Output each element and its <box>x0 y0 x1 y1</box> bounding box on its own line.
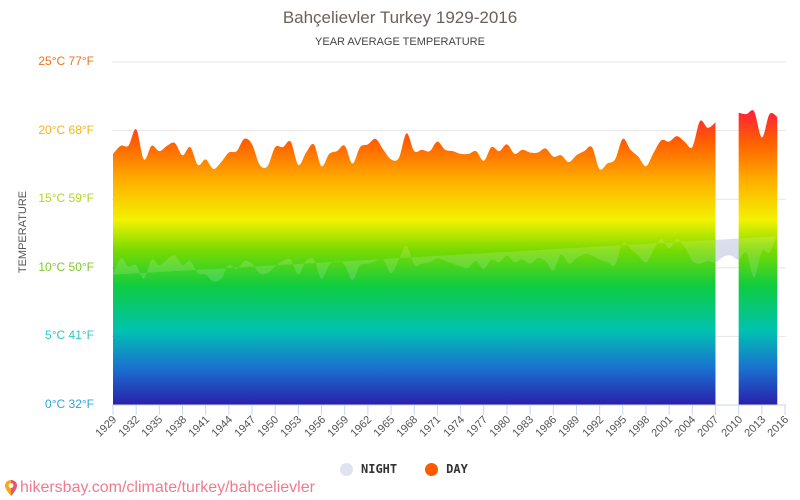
map-pin-icon <box>5 480 17 496</box>
chart-title: Bahçelievler Turkey 1929-2016 <box>282 8 518 27</box>
source-link[interactable]: hikersbay.com/climate/turkey/bahcelievle… <box>4 479 315 497</box>
night-series-overlay <box>113 236 778 282</box>
source-link-text: hikersbay.com/climate/turkey/bahcelievle… <box>20 479 315 496</box>
y-tick-label: 10°C 50°F <box>38 259 94 274</box>
day-legend-dot-icon <box>425 462 439 476</box>
legend-item-day[interactable]: DAY <box>425 462 468 476</box>
y-tick-label: 0°C 32°F <box>45 397 94 411</box>
night-legend-dot-icon <box>340 462 353 476</box>
legend-night-label: NIGHT <box>361 462 398 476</box>
legend-item-night[interactable]: NIGHT <box>340 462 397 476</box>
y-tick-label: 5°C 41°F <box>45 328 94 343</box>
legend: NIGHT DAY <box>340 462 468 476</box>
y-tick-label: 15°C 59°F <box>38 191 94 206</box>
y-tick-label: 20°C 68°F <box>38 122 94 137</box>
day-series-area <box>113 110 778 406</box>
legend-day-label: DAY <box>446 462 468 476</box>
chart-subtitle: YEAR AVERAGE TEMPERATURE <box>315 36 485 48</box>
y-tick-label: 25°C 77°F <box>38 54 94 68</box>
